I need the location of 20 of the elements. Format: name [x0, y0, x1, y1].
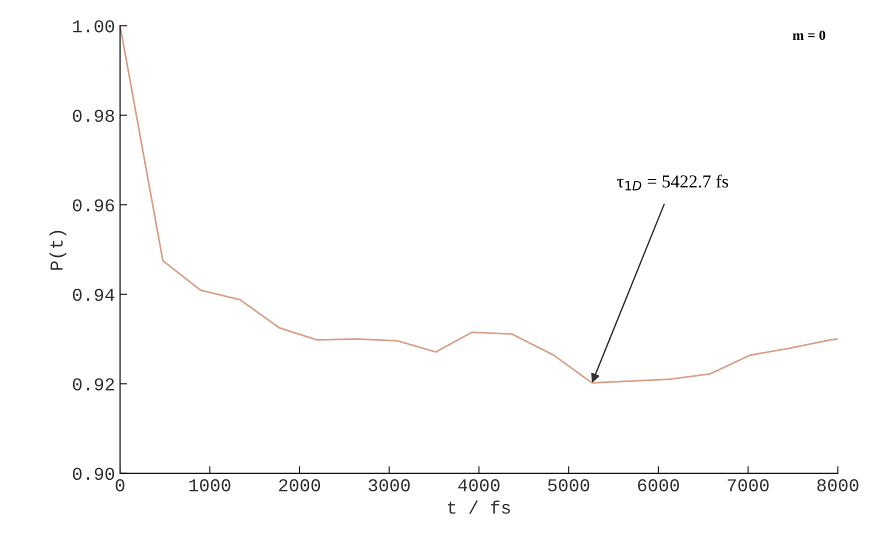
y-tick-label: 0.98 [72, 110, 114, 122]
x-axis-title: t / fs [448, 500, 510, 514]
x-tick-label: 6000 [638, 479, 679, 492]
x-tick-label: 8000 [817, 479, 858, 492]
line-series [120, 26, 838, 384]
y-tick-label: 0.90 [72, 468, 114, 480]
x-tick-label: 0 [116, 479, 124, 492]
annotation: m = 0 [792, 30, 826, 40]
x-tick-label: 7000 [728, 479, 769, 492]
x-tick-label: 1000 [189, 479, 230, 492]
y-tick-label: 0.92 [72, 378, 114, 390]
x-tick-label: 4000 [458, 479, 500, 492]
y-tick-label: 1.00 [73, 20, 114, 32]
y-tick-label: 0.96 [72, 199, 114, 212]
annotation: τ$_{1D}$ = 5422.7 fs [617, 174, 728, 190]
y-axis-title: P(t) [49, 230, 66, 270]
x-tick-label: 2000 [279, 479, 320, 492]
x-tick-label: 5000 [548, 479, 590, 492]
y-tick-label: 0.94 [72, 288, 114, 301]
x-tick-label: 3000 [368, 479, 410, 492]
